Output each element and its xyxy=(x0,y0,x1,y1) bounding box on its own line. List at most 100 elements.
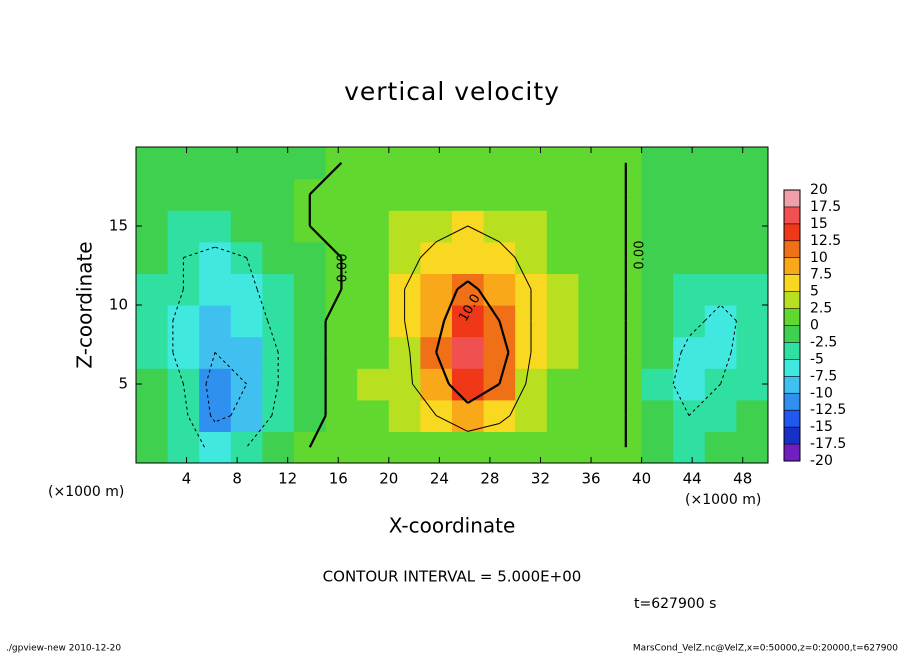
colorbar-band xyxy=(784,393,800,411)
cell xyxy=(546,336,579,369)
cell xyxy=(199,210,232,243)
cell xyxy=(641,210,674,243)
cell xyxy=(483,431,516,463)
cell xyxy=(673,178,706,211)
cell xyxy=(199,147,232,180)
contour-line xyxy=(308,415,327,448)
cell xyxy=(167,210,200,243)
cell xyxy=(483,241,516,274)
contour-line xyxy=(467,225,500,243)
cell xyxy=(546,368,579,401)
contour-line xyxy=(525,352,532,385)
colorbar-label: -5 xyxy=(810,351,824,367)
contour-line xyxy=(720,304,737,322)
cell xyxy=(230,305,263,338)
colorbar-label: -17.5 xyxy=(810,436,846,452)
contour-line xyxy=(412,383,437,416)
contour-line xyxy=(467,423,500,432)
cell xyxy=(673,368,706,401)
cell xyxy=(704,273,737,306)
cell xyxy=(736,273,768,306)
cell xyxy=(136,178,169,211)
cell xyxy=(578,178,611,211)
contour-line xyxy=(498,352,510,385)
cell xyxy=(452,147,485,180)
x-tick-label: 40 xyxy=(632,470,651,488)
cell xyxy=(325,336,358,369)
cell xyxy=(673,147,706,180)
cell xyxy=(199,273,232,306)
colorbar-label: 0 xyxy=(810,318,819,334)
contour-line xyxy=(205,383,211,416)
contour-line xyxy=(467,383,500,404)
cell xyxy=(167,431,200,463)
colorbar-label: 2.5 xyxy=(810,301,832,317)
cell xyxy=(262,431,295,463)
contour-line xyxy=(435,225,469,243)
x-tick-label: 32 xyxy=(531,470,550,488)
cell xyxy=(546,305,579,338)
cell xyxy=(167,147,200,180)
cell xyxy=(357,273,390,306)
x-tick-label: 36 xyxy=(581,470,600,488)
cell xyxy=(136,336,169,369)
cell xyxy=(388,368,421,401)
cell xyxy=(199,241,232,274)
cell xyxy=(357,336,390,369)
cell xyxy=(420,273,453,306)
cell xyxy=(325,210,358,243)
cell xyxy=(452,431,485,463)
cell xyxy=(515,178,548,211)
cell xyxy=(578,431,611,463)
cell xyxy=(325,178,358,211)
contour-line xyxy=(499,241,516,258)
contour-line xyxy=(456,280,469,291)
cell xyxy=(230,273,263,306)
cell xyxy=(483,178,516,211)
cell xyxy=(294,273,327,306)
colorbar-label: 17.5 xyxy=(810,199,841,215)
cell xyxy=(136,147,169,180)
cell xyxy=(294,431,327,463)
cell xyxy=(546,273,579,306)
colorbar-label: -20 xyxy=(810,453,833,469)
colorbar-label: -2.5 xyxy=(810,334,837,350)
cell xyxy=(704,336,737,369)
x-tick-label: 48 xyxy=(733,470,752,488)
y-tick-label: 15 xyxy=(109,217,128,235)
cell xyxy=(704,178,737,211)
cell xyxy=(325,431,358,463)
cell xyxy=(294,399,327,432)
cell xyxy=(136,241,169,274)
cell xyxy=(199,305,232,338)
contour-line xyxy=(448,383,469,404)
cell xyxy=(452,399,485,432)
cell xyxy=(167,273,200,306)
contour-line xyxy=(435,351,450,385)
contour-line xyxy=(477,288,501,322)
cell xyxy=(294,336,327,369)
cell xyxy=(483,210,516,243)
cell xyxy=(736,241,768,274)
cell xyxy=(641,305,674,338)
colorbar-band xyxy=(784,274,800,292)
contour-line xyxy=(435,415,469,432)
cell xyxy=(136,273,169,306)
cell xyxy=(673,241,706,274)
cell xyxy=(704,431,737,463)
cell xyxy=(136,399,169,432)
y-axis-label: Z-coordinate xyxy=(73,241,97,368)
cell xyxy=(736,399,768,432)
colorbar-band xyxy=(784,410,800,428)
cell xyxy=(167,336,200,369)
cell xyxy=(294,368,327,401)
colorbar-band xyxy=(784,342,800,360)
contour-line xyxy=(409,352,413,385)
cell xyxy=(325,368,358,401)
contour-line xyxy=(509,383,527,416)
cell xyxy=(230,431,263,463)
cell xyxy=(357,178,390,211)
cell xyxy=(578,241,611,274)
